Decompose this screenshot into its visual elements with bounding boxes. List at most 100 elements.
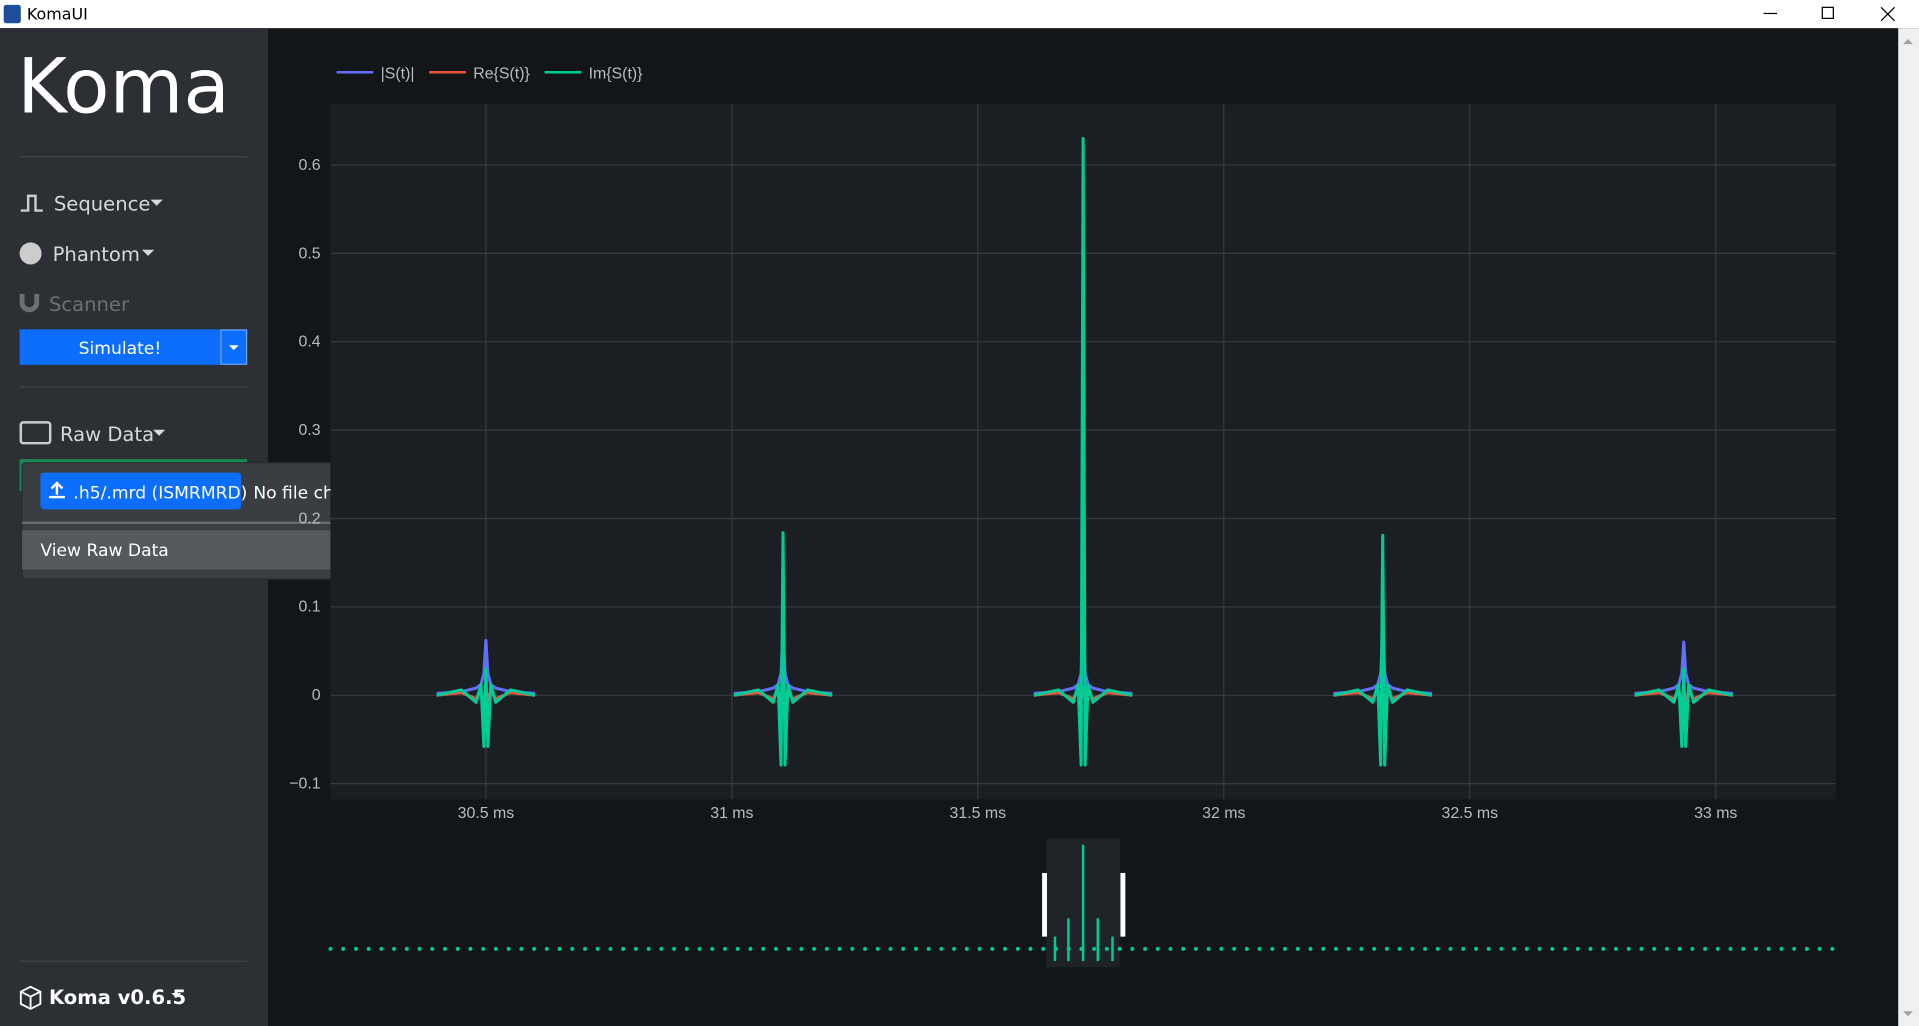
- slider-dot: [1664, 946, 1669, 951]
- upload-button[interactable]: [40, 472, 242, 510]
- slider-dot: [506, 946, 511, 951]
- title-bar: [0, 0, 1919, 29]
- slider-dot: [1117, 946, 1122, 951]
- slider-dot: [1575, 946, 1580, 951]
- slider-dot: [1130, 946, 1135, 951]
- slider-dot: [493, 946, 498, 951]
- sequence-icon: [20, 194, 43, 212]
- slider-dot: [1015, 946, 1020, 951]
- slider-dot: [1461, 946, 1466, 951]
- view-item[interactable]: View Raw Data: [40, 541, 168, 561]
- menu-item[interactable]: Phantom: [53, 243, 140, 266]
- slider-dot: [519, 946, 524, 951]
- phantom-icon: [19, 242, 42, 265]
- slider-dot: [773, 946, 778, 951]
- slider-dot: [353, 946, 358, 951]
- slider-dot: [888, 946, 893, 951]
- restore[interactable]: [1821, 6, 1834, 19]
- slider-dot: [544, 946, 549, 951]
- caret: [150, 199, 163, 206]
- slider-dot: [1104, 946, 1109, 951]
- slider-dot: [812, 946, 817, 951]
- slider-dot: [1295, 946, 1300, 951]
- slider-dot: [1092, 946, 1097, 951]
- legend-label: |S(t)|: [381, 65, 415, 82]
- caret: [141, 249, 155, 256]
- slider-dot: [1804, 946, 1809, 951]
- slider-dot: [901, 946, 906, 951]
- slider-dot: [468, 946, 473, 951]
- slider-dot: [1193, 946, 1198, 951]
- range-handle[interactable]: [1120, 872, 1126, 937]
- slider-dot: [1830, 946, 1835, 951]
- slider-dot: [1817, 946, 1822, 951]
- x-tick-label: 33 ms: [1694, 805, 1737, 822]
- version[interactable]: Koma v0.6.5: [49, 986, 186, 1009]
- slider-dot: [1741, 946, 1746, 951]
- slider-dot: [1244, 946, 1249, 951]
- slider-dot: [1283, 946, 1288, 951]
- y-tick-label: 0.4: [299, 334, 321, 351]
- slider-dot: [1766, 946, 1771, 951]
- range-handle[interactable]: [1042, 872, 1048, 937]
- slider-dot: [481, 946, 486, 951]
- slider-dot: [1435, 946, 1440, 951]
- slider-dot: [1232, 946, 1237, 951]
- slider-dot: [404, 946, 409, 951]
- slider-dot: [875, 946, 880, 951]
- slider-dot: [1626, 946, 1631, 951]
- legend-label: Im{S(t)}: [589, 65, 644, 82]
- menu-item[interactable]: Raw Data: [60, 423, 154, 446]
- view-item-bg[interactable]: [22, 530, 392, 570]
- slider-dot: [913, 946, 918, 951]
- slider-dot: [710, 946, 715, 951]
- slider-dot: [1448, 946, 1453, 951]
- scrollbar[interactable]: [1898, 28, 1919, 1026]
- slider-dot: [379, 946, 384, 951]
- slider-dot: [1728, 946, 1733, 951]
- slider-dot: [1028, 946, 1033, 951]
- app-icon: [3, 4, 21, 24]
- slider-dot: [1143, 946, 1147, 951]
- x-tick-label: 30.5 ms: [458, 805, 515, 822]
- slider-dot: [723, 946, 727, 951]
- y-tick-label: 0: [312, 687, 321, 704]
- upload-label[interactable]: .h5/.mrd (ISMRMRD): [73, 483, 247, 503]
- slider-dot: [1308, 946, 1313, 951]
- window-title: KomaUI: [27, 5, 88, 24]
- slider-dot: [557, 946, 562, 951]
- y-tick-label: 0.2: [299, 510, 321, 527]
- slider-dot: [1041, 946, 1046, 951]
- slider-dot: [850, 946, 855, 951]
- slider-dot: [608, 946, 613, 951]
- slider-dot: [1168, 946, 1173, 951]
- slider-dot: [1257, 946, 1262, 951]
- logo: Koma: [17, 43, 230, 131]
- close[interactable]: [1880, 6, 1895, 22]
- slider-dot: [761, 946, 766, 951]
- slider-dot: [570, 946, 575, 951]
- legend-label: Re{S(t)}: [473, 65, 530, 82]
- slider-dot: [1601, 946, 1606, 951]
- menu-item: Scanner: [49, 293, 130, 316]
- slider-dot: [684, 946, 689, 951]
- slider-dot: [1410, 946, 1415, 951]
- menu-item[interactable]: Sequence: [54, 193, 151, 216]
- caret: [152, 429, 166, 436]
- slider-dot: [1652, 946, 1657, 951]
- slider-dot: [1003, 946, 1007, 951]
- slider-dot: [532, 946, 537, 951]
- caret: [228, 345, 239, 351]
- slider-dot: [799, 946, 804, 951]
- slider-dot: [697, 946, 702, 951]
- y-tick-label: 0.3: [299, 422, 321, 439]
- simulate-button[interactable]: [19, 329, 221, 365]
- slider-dot: [1499, 946, 1504, 951]
- slider-dot: [366, 946, 371, 951]
- caret: [171, 992, 182, 998]
- scanner-icon: [19, 293, 40, 313]
- simulate-label[interactable]: Simulate!: [79, 339, 162, 359]
- slider-dot: [977, 946, 982, 951]
